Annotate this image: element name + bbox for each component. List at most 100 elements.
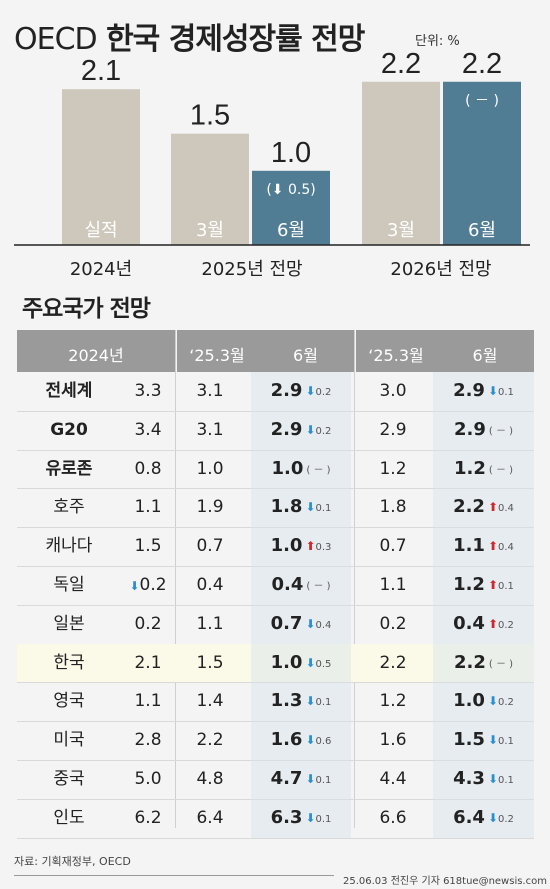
source-note: 자료: 기획재정부, OECD <box>14 855 131 868</box>
country-name: 유로존 <box>45 458 93 479</box>
table-row: 영국 1.1 1.4 1.3 ⬇0.1 1.2 1.0 ⬇0.2 <box>17 682 534 723</box>
bar-category-label: 실적 <box>84 220 117 241</box>
value-2025-june: 1.8 ⬇0.1 <box>251 488 351 528</box>
bar-value-label: 2.2 <box>462 48 502 80</box>
country-name: 일본 <box>53 613 85 634</box>
value-2026-june: 2.2 ⬆0.4 <box>433 488 534 528</box>
value-2025-march: 6.4 <box>196 807 224 828</box>
value-2026-june: 1.2( － ) <box>433 449 534 489</box>
credit-note: 25.06.03 전진우 기자 618tue@newsis.com <box>343 876 547 887</box>
value-2026-march: 4.4 <box>379 769 407 789</box>
value-2026-june: 1.2 ⬆0.1 <box>433 566 534 605</box>
value-2025-june: 2.9 ⬇0.2 <box>251 410 351 450</box>
divider-2026 <box>354 330 355 828</box>
value-2026-march: 1.6 <box>379 730 407 751</box>
value-2026-june: 2.9 ⬇0.1 <box>433 372 534 411</box>
value-2025-march: 1.5 <box>196 652 224 673</box>
value-2026-june: 0.4 ⬆0.2 <box>433 604 534 644</box>
value-2026-june: 1.0 ⬇0.2 <box>433 682 534 722</box>
divider-2025 <box>175 330 176 828</box>
unit-label: 단위: % <box>415 34 460 49</box>
value-2026-june: 6.4 ⬇0.2 <box>433 798 534 838</box>
group-label: 2025년 전망 <box>201 259 302 280</box>
value-2025-march: 0.7 <box>196 536 224 557</box>
value-2025-march: 1.4 <box>196 691 224 712</box>
header-2025-june: 6월 <box>293 346 318 365</box>
bar <box>252 170 330 245</box>
table-row: 한국 2.1 1.5 1.0 ⬇0.5 2.2 2.2( － ) <box>17 643 534 684</box>
table-row: G20 3.4 3.1 2.9 ⬇0.2 2.9 2.9( － ) <box>17 410 534 451</box>
country-name: 인도 <box>53 807 85 828</box>
value-2024: 3.4 <box>134 419 162 440</box>
table-row: 독일 ⬇0.2 0.4 0.4( － ) 1.1 1.2 ⬆0.1 <box>17 566 534 606</box>
header-2026: ‘25.3월 6월 <box>356 330 534 372</box>
country-name: 캐나다 <box>45 536 93 557</box>
header-2025: ‘25.3월 6월 <box>177 330 354 372</box>
country-name: G20 <box>50 419 88 440</box>
header-2024-label: 2024년 <box>68 346 124 365</box>
bar-category-label: 3월 <box>196 220 224 241</box>
header-2026-june: 6월 <box>472 346 498 365</box>
header-2025-march: ‘25.3월 <box>189 346 245 365</box>
country-name: 한국 <box>53 652 85 673</box>
value-2024: 1.1 <box>134 691 162 712</box>
table-row: 캐나다 1.5 0.7 1.0 ⬆0.3 0.7 1.1 ⬆0.4 <box>17 527 534 567</box>
value-2025-june: 1.0 ⬆0.3 <box>251 527 351 566</box>
table-row: 유로존 0.8 1.0 1.0( － ) 1.2 1.2( － ) <box>17 449 534 490</box>
value-2026-march: 1.2 <box>379 458 407 479</box>
value-2025-march: 1.9 <box>196 497 224 518</box>
value-2025-march: 3.1 <box>196 381 224 401</box>
bar-change-label: (⬇ 0.5) <box>266 182 315 198</box>
value-2024: 0.2 <box>134 613 162 634</box>
country-name: 전세계 <box>45 381 93 401</box>
value-2026-march: 6.6 <box>379 807 407 828</box>
value-2024: 1.1 <box>134 497 162 518</box>
value-2025-march: 2.2 <box>196 730 224 751</box>
table-row: 중국 5.0 4.8 4.7 ⬇0.1 4.4 4.3 ⬇0.1 <box>17 760 534 800</box>
table-row: 전세계 3.3 3.1 2.9 ⬇0.2 3.0 2.9 ⬇0.1 <box>17 372 534 412</box>
value-2026-june: 4.3 ⬇0.1 <box>433 760 534 799</box>
page-title: OECD 한국 경제성장률 전망 <box>14 14 365 58</box>
bar-value-label: 2.1 <box>81 55 121 87</box>
value-2026-march: 2.2 <box>379 652 407 673</box>
value-2024: 1.5 <box>134 536 162 557</box>
value-2024: 0.8 <box>134 458 162 479</box>
title-prefix: OECD <box>14 22 98 57</box>
bar <box>62 89 140 246</box>
value-2025-june: 0.4( － ) <box>251 566 351 605</box>
bar-change-label: ( － ) <box>465 93 499 109</box>
value-2026-march: 3.0 <box>379 381 407 401</box>
country-name: 독일 <box>53 575 85 595</box>
growth-bar-chart: 2.1 실적 1.5 3월 1.0 6월 (⬇ 0.5) 2.2 3월 2.2 6월 ( － ) 202… <box>14 48 530 280</box>
value-2026-june: 2.9( － ) <box>433 410 534 450</box>
header-2026-march: ‘25.3월 <box>368 346 424 365</box>
footer-divider <box>14 875 334 876</box>
bar-category-label: 6월 <box>277 220 305 241</box>
value-2025-june: 1.3 ⬇0.1 <box>251 682 351 722</box>
value-2025-march: 1.1 <box>196 613 224 634</box>
value-2026-june: 1.1 ⬆0.4 <box>433 527 534 566</box>
country-forecast-table: 2024년 ‘25.3월 6월 ‘25.3월 6월 전세계 3.3 3.1 2.9 ⬇0… <box>17 330 534 839</box>
bar <box>443 81 521 245</box>
value-2026-march: 1.2 <box>379 691 407 712</box>
bar <box>362 81 440 245</box>
value-2025-june: 0.7 ⬇0.4 <box>251 604 351 644</box>
title-main: 한국 경제성장률 전망 <box>106 22 365 57</box>
bar-category-label: 3월 <box>387 220 415 241</box>
table-row: 인도 6.2 6.4 6.3 ⬇0.1 6.6 6.4 ⬇0.2 <box>17 798 534 839</box>
value-2026-march: 1.8 <box>379 497 407 518</box>
bar <box>171 133 249 245</box>
value-2025-june: 2.9 ⬇0.2 <box>251 372 351 411</box>
group-label: 2024년 <box>70 259 132 280</box>
bar-value-label: 1.5 <box>190 100 230 132</box>
value-2025-march: 4.8 <box>196 769 224 789</box>
value-2026-march: 0.2 <box>379 613 407 634</box>
country-name: 호주 <box>53 497 85 518</box>
table-row: 호주 1.1 1.9 1.8 ⬇0.1 1.8 2.2 ⬆0.4 <box>17 488 534 529</box>
bar-category-label: 6월 <box>468 220 496 241</box>
value-2024: 5.0 <box>134 769 162 789</box>
value-2025-march: 0.4 <box>196 575 224 595</box>
country-name: 영국 <box>53 691 85 712</box>
table-title: 주요국가 전망 <box>22 296 151 322</box>
value-2025-june: 6.3 ⬇0.1 <box>251 798 351 838</box>
